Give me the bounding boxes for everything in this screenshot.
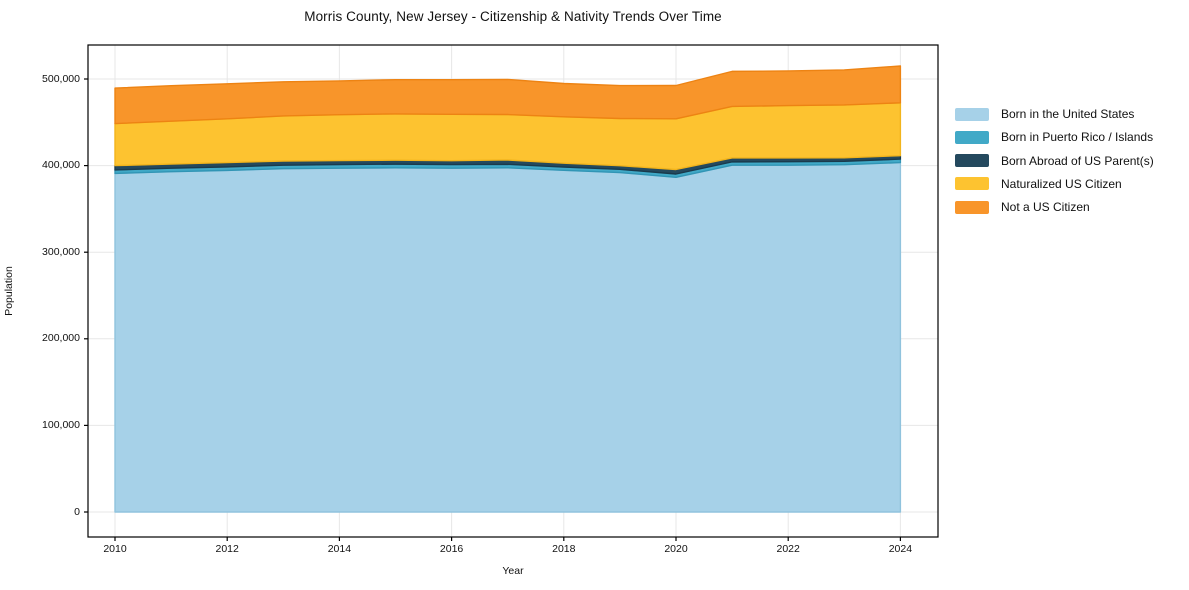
x-tick-label: 2022 xyxy=(776,543,800,555)
y-tick-label: 100,000 xyxy=(42,418,80,431)
legend-label: Born in Puerto Rico / Islands xyxy=(1001,130,1154,145)
x-tick-label: 2024 xyxy=(888,543,913,555)
area-series xyxy=(114,161,902,513)
x-axis-label: Year xyxy=(502,565,524,577)
x-tick-label: 2020 xyxy=(664,543,688,555)
legend-swatch xyxy=(955,154,989,168)
legend-swatch xyxy=(955,107,989,121)
legend-item: Born in the United States xyxy=(955,107,1154,121)
legend-item: Not a US Citizen xyxy=(955,200,1154,214)
x-tick-label: 2016 xyxy=(439,543,464,555)
x-tick-label: 2014 xyxy=(327,543,352,555)
x-tick-label: 2010 xyxy=(103,543,127,555)
legend-item: Born in Puerto Rico / Islands xyxy=(955,130,1154,144)
area-series xyxy=(114,65,902,125)
y-tick-label: 500,000 xyxy=(42,72,80,85)
legend-item: Naturalized US Citizen xyxy=(955,177,1154,191)
legend: Born in the United States Born in Puerto … xyxy=(955,107,1154,214)
plot-spine xyxy=(87,44,939,538)
y-tick-label: 200,000 xyxy=(42,332,80,345)
legend-item: Born Abroad of US Parent(s) xyxy=(955,154,1154,168)
legend-label: Not a US Citizen xyxy=(1001,200,1090,215)
x-tick-label: 2018 xyxy=(552,543,576,555)
y-tick-label: 300,000 xyxy=(42,245,80,258)
legend-swatch xyxy=(955,130,989,144)
y-axis-label: Population xyxy=(3,266,15,316)
legend-label: Born Abroad of US Parent(s) xyxy=(1001,153,1154,168)
x-tick-label: 2012 xyxy=(215,543,239,555)
legend-swatch xyxy=(955,200,989,214)
y-tick-label: 0 xyxy=(74,505,80,518)
chart-title: Morris County, New Jersey - Citizenship … xyxy=(304,9,722,24)
legend-label: Naturalized US Citizen xyxy=(1001,176,1122,191)
y-tick-label: 400,000 xyxy=(42,159,80,172)
legend-swatch xyxy=(955,177,989,191)
legend-label: Born in the United States xyxy=(1001,107,1135,121)
